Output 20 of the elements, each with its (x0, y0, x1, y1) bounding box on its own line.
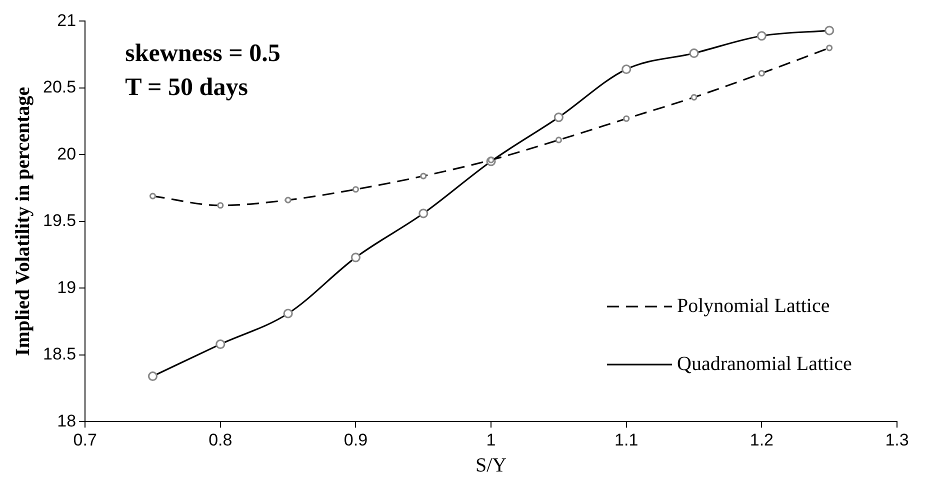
x-tick-label: 1 (486, 430, 496, 450)
y-axis-title: Implied Volatility in percentage (12, 86, 34, 356)
x-tick-label: 0.8 (208, 430, 232, 450)
y-tick-label: 20.5 (42, 78, 76, 97)
y-tick-label: 19.5 (42, 211, 76, 230)
y-tick-label: 18.5 (42, 344, 76, 364)
x-tick-label: 0.7 (73, 430, 97, 450)
y-tick-label: 19 (57, 278, 76, 297)
legend-label: Quadranomial Lattice (677, 352, 852, 375)
x-tick-label: 0.9 (344, 430, 368, 450)
annotation: skewness = 0.5 (125, 40, 280, 68)
x-axis-title: S/Υ (475, 454, 507, 476)
legend-label: Polynomial Lattice (677, 294, 830, 317)
y-tick-label: 21 (57, 10, 76, 30)
x-tick-label: 1.1 (614, 430, 638, 450)
annotation: T = 50 days (125, 74, 248, 102)
x-tick-label: 1.2 (750, 430, 774, 450)
y-tick-label: 18 (57, 411, 76, 430)
y-tick-label: 20 (57, 144, 76, 164)
x-tick-label: 1.3 (885, 430, 909, 450)
